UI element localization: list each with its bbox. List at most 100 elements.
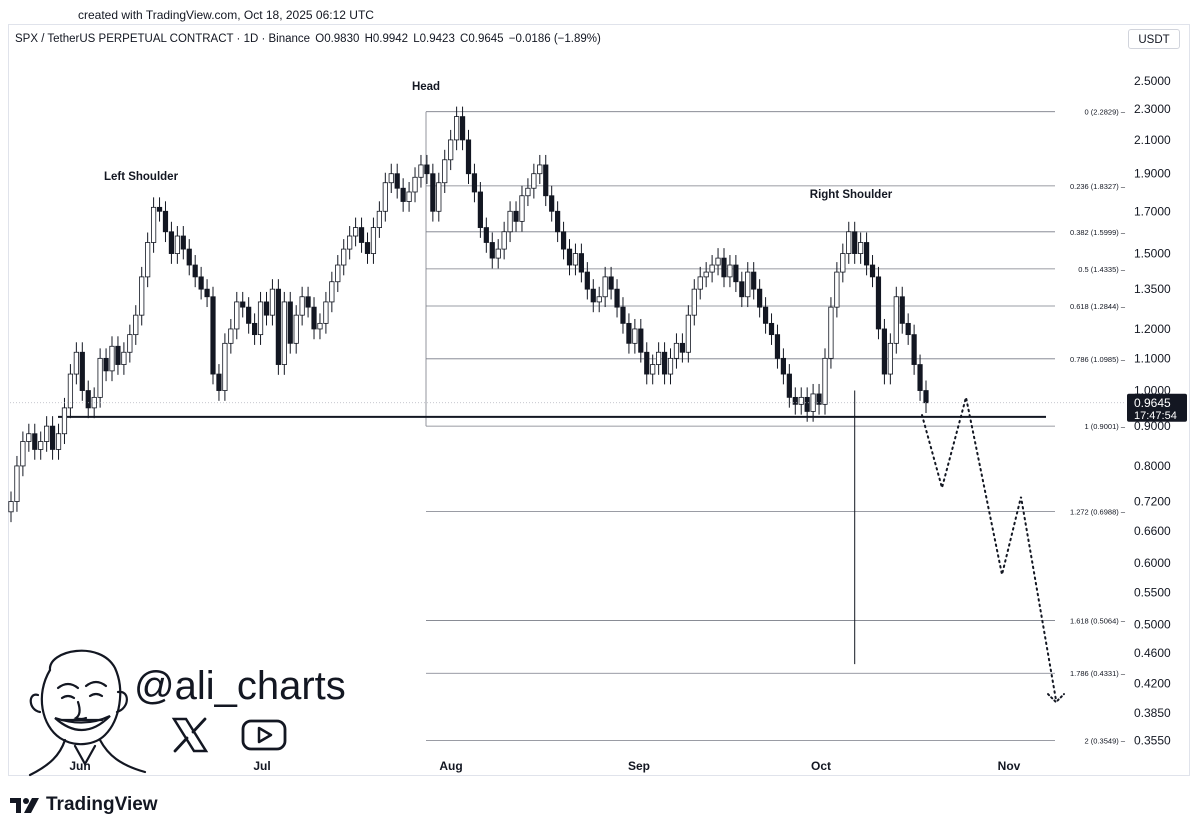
candle-up bbox=[745, 271, 751, 298]
author-handle[interactable]: @ali_charts bbox=[134, 664, 346, 708]
candle-down bbox=[816, 393, 822, 405]
fib-level-label: 0.5 (1.4335) – bbox=[1078, 265, 1126, 274]
candle-up bbox=[67, 373, 74, 409]
price-axis-tick: 0.6000 bbox=[1134, 556, 1171, 570]
last-price-badge bbox=[1127, 393, 1187, 422]
fib-level-label: 2 (0.3549) – bbox=[1085, 737, 1126, 746]
candle-down bbox=[198, 276, 204, 290]
candle-up bbox=[329, 281, 335, 303]
candle-down bbox=[364, 242, 371, 254]
pattern-annotation: Left Shoulder bbox=[104, 171, 179, 183]
candle-up bbox=[174, 235, 180, 254]
price-axis-tick: 1.2000 bbox=[1134, 322, 1171, 336]
candle-up bbox=[667, 357, 674, 375]
candle-up bbox=[44, 425, 50, 442]
candle-down bbox=[679, 342, 685, 353]
candle-up bbox=[281, 301, 287, 365]
candle-down bbox=[590, 288, 596, 303]
candle-up bbox=[38, 441, 44, 450]
candle-down bbox=[560, 231, 567, 250]
fib-level-label: 0 (2.2829) – bbox=[1085, 108, 1126, 117]
candle-up bbox=[715, 257, 721, 266]
candle-up bbox=[20, 441, 26, 467]
price-axis-tick: 0.5500 bbox=[1134, 586, 1171, 600]
candle-up bbox=[406, 191, 412, 202]
candle-down bbox=[792, 396, 798, 405]
candle-up bbox=[299, 296, 305, 316]
candle-up bbox=[26, 433, 32, 442]
x-logo-icon[interactable] bbox=[170, 716, 210, 754]
candle-down bbox=[644, 351, 650, 375]
candle-down bbox=[216, 373, 222, 391]
candle-down bbox=[584, 271, 590, 290]
legend-symbol[interactable]: SPX / TetherUS PERPETUAL CONTRACT · 1D ·… bbox=[15, 33, 311, 45]
time-axis-tick: Jul bbox=[253, 759, 270, 773]
candle-up bbox=[55, 433, 62, 450]
candle-up bbox=[347, 235, 353, 250]
candle-down bbox=[768, 322, 775, 336]
time-axis-tick: Oct bbox=[811, 759, 831, 773]
currency-button[interactable]: USDT bbox=[1128, 29, 1180, 49]
candle-down bbox=[875, 276, 882, 330]
price-axis-tick: 2.1000 bbox=[1134, 133, 1171, 147]
price-axis-tick: 2.5000 bbox=[1134, 74, 1171, 88]
price-axis-tick: 0.3850 bbox=[1134, 706, 1171, 720]
candle-up bbox=[61, 407, 68, 435]
candle-up bbox=[442, 159, 448, 184]
candle-up bbox=[335, 264, 341, 283]
candle-down bbox=[774, 334, 781, 359]
candle-up bbox=[8, 501, 14, 513]
candle-down bbox=[168, 231, 175, 254]
candle-down bbox=[869, 264, 876, 278]
candle-up bbox=[418, 164, 424, 178]
avatar-caricature-icon bbox=[28, 649, 147, 777]
candle-up bbox=[810, 393, 816, 412]
candle-up bbox=[353, 227, 359, 237]
candle-down bbox=[549, 195, 555, 212]
youtube-icon[interactable] bbox=[240, 716, 288, 754]
candle-up bbox=[14, 465, 20, 502]
candle-down bbox=[489, 242, 495, 259]
candle-down bbox=[905, 322, 911, 336]
candle-down bbox=[566, 248, 573, 266]
candle-down bbox=[103, 357, 109, 372]
price-axis-tick: 0.4200 bbox=[1134, 677, 1171, 691]
candle-up bbox=[97, 357, 103, 398]
candle-down bbox=[311, 306, 317, 330]
legend-close: C0.9645 bbox=[460, 33, 504, 45]
candle-up bbox=[370, 227, 377, 254]
candle-down bbox=[608, 276, 614, 290]
candle-down bbox=[471, 173, 478, 193]
price-axis-tick: 0.7200 bbox=[1134, 495, 1171, 509]
candle-up bbox=[454, 116, 460, 141]
candle-up bbox=[709, 264, 715, 273]
candle-up bbox=[382, 182, 388, 212]
candle-down bbox=[626, 322, 632, 344]
last-price-label: 0.9645 bbox=[1134, 396, 1171, 410]
candle-down bbox=[751, 271, 757, 290]
candle-up bbox=[323, 301, 329, 324]
candle-up bbox=[697, 276, 703, 290]
time-axis-tick: Aug bbox=[439, 759, 462, 773]
candle-down bbox=[555, 210, 561, 233]
symbol-legend: SPX / TetherUS PERPETUAL CONTRACT · 1D ·… bbox=[15, 33, 603, 45]
candle-up bbox=[602, 276, 608, 298]
candle-up bbox=[525, 187, 531, 197]
candle-up bbox=[436, 182, 442, 212]
candle-up bbox=[501, 231, 507, 250]
legend-low: L0.9423 bbox=[413, 33, 455, 45]
candle-down bbox=[263, 301, 270, 316]
projection-arrowhead bbox=[1047, 693, 1065, 704]
candle-down bbox=[186, 248, 192, 266]
pattern-annotation: Right Shoulder bbox=[810, 189, 893, 201]
candle-down bbox=[424, 164, 430, 175]
tradingview-brand[interactable]: TradingView bbox=[10, 794, 158, 816]
candle-up bbox=[887, 342, 893, 375]
candle-up bbox=[846, 231, 852, 254]
price-axis-tick: 0.4600 bbox=[1134, 646, 1171, 660]
candle-up bbox=[341, 248, 347, 266]
fib-level-label: 0.382 (1.5999) – bbox=[1070, 228, 1126, 237]
candle-down bbox=[739, 281, 745, 298]
candle-up bbox=[234, 301, 240, 330]
